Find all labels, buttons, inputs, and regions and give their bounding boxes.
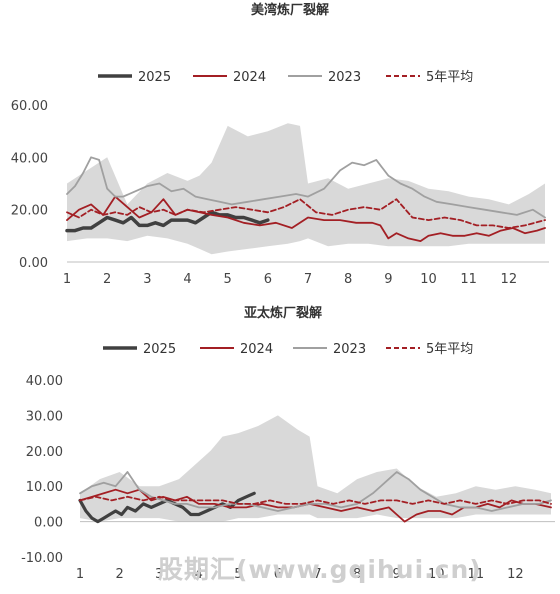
y-tick-label: 20.00	[26, 445, 63, 460]
y-tick-label: 40.00	[11, 151, 48, 166]
y-tick-label: 20.00	[11, 204, 48, 219]
series-line-s2025	[65, 210, 270, 233]
y-tick-label: 0.00	[34, 516, 63, 531]
chart-title-us-gulf: 美湾炼厂裂解	[251, 2, 329, 18]
chart-title-asia-pacific: 亚太炼厂裂解	[244, 305, 322, 321]
x-tick-label: 8	[344, 272, 352, 287]
legend-label-s2023: 2023	[328, 70, 361, 85]
x-tick-label: 9	[384, 272, 392, 287]
watermark: 股期汇(www.gqihui.cn)	[158, 555, 482, 584]
x-tick-label: 10	[428, 567, 445, 582]
x-tick-label: 1	[63, 272, 71, 287]
x-tick-label: 8	[353, 567, 361, 582]
y-tick-label: 10.00	[26, 480, 63, 495]
legend-label-s2025: 2025	[138, 70, 171, 85]
x-tick-label: 7	[313, 567, 321, 582]
y-tick-label: 30.00	[26, 409, 63, 424]
y-tick-label: 40.00	[26, 374, 63, 389]
x-tick-label: 12	[501, 272, 518, 287]
y-tick-label: 0.00	[19, 256, 48, 271]
x-tick-label: 2	[103, 272, 111, 287]
legend-label-s2024: 2024	[240, 342, 273, 357]
y-tick-label: 60.00	[11, 99, 48, 114]
x-tick-label: 11	[468, 567, 485, 582]
x-tick-label: 11	[460, 272, 477, 287]
x-tick-label: 1	[76, 567, 84, 582]
y-tick-label: -10.00	[21, 551, 63, 566]
series-line-avg	[79, 495, 552, 505]
legend-label-avg: 5年平均	[426, 342, 473, 357]
x-tick-label: 3	[155, 567, 163, 582]
x-tick-label: 7	[304, 272, 312, 287]
x-tick-label: 5	[234, 567, 242, 582]
series-line-s2023	[79, 471, 552, 512]
series-line-avg	[66, 198, 546, 229]
x-tick-label: 4	[183, 272, 191, 287]
x-tick-label: 9	[393, 567, 401, 582]
x-tick-label: 12	[507, 567, 524, 582]
series-line-s2025	[78, 491, 256, 524]
x-tick-label: 4	[195, 567, 203, 582]
legend-label-s2023: 2023	[333, 342, 366, 357]
legend-label-s2025: 2025	[143, 342, 176, 357]
x-tick-label: 10	[420, 272, 437, 287]
legend-label-avg: 5年平均	[426, 70, 473, 85]
x-tick-label: 3	[143, 272, 151, 287]
x-tick-label: 6	[274, 567, 282, 582]
series-line-s2023	[66, 156, 546, 219]
legend-label-s2024: 2024	[233, 70, 266, 85]
series-line-s2024	[66, 195, 546, 242]
x-tick-label: 2	[115, 567, 123, 582]
range-band	[80, 415, 551, 522]
x-tick-label: 6	[264, 272, 272, 287]
x-tick-label: 5	[224, 272, 232, 287]
